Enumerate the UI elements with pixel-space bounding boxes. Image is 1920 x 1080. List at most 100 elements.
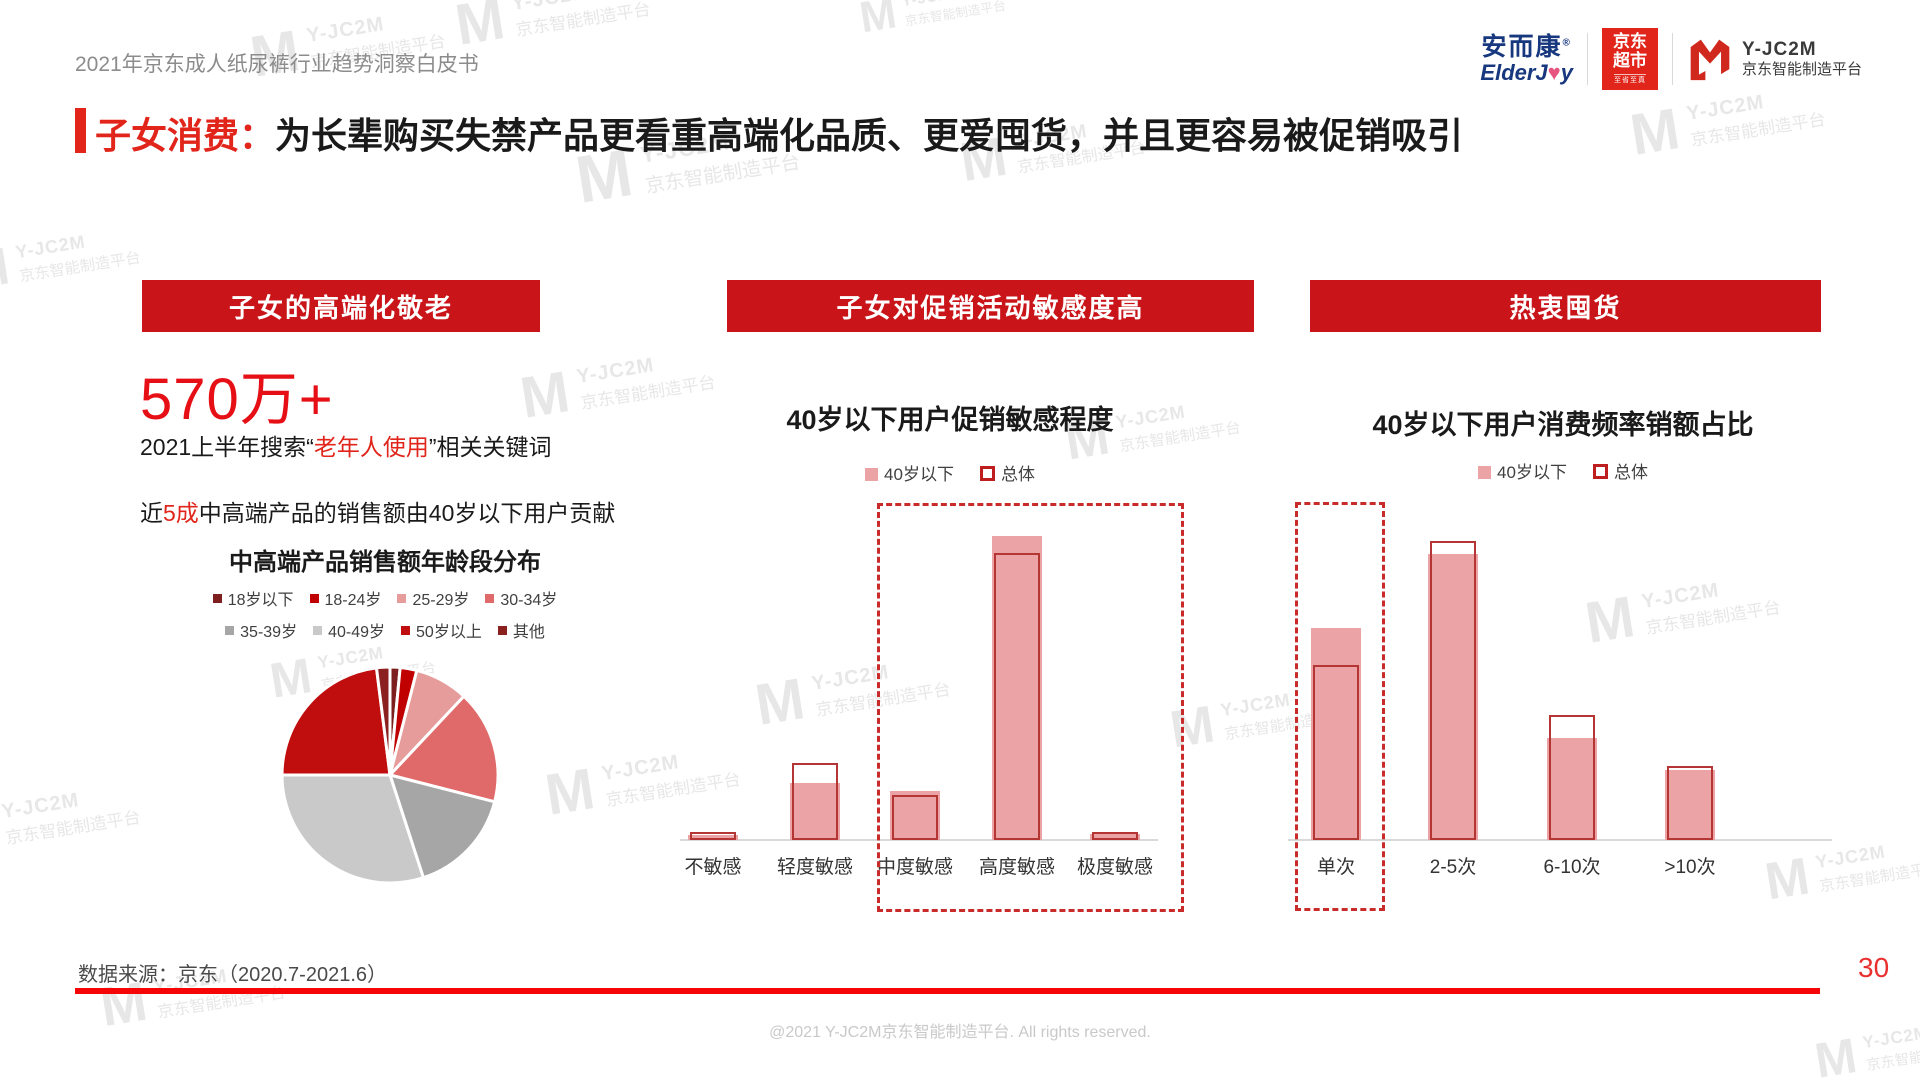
bar-40岁以下->10次 (1665, 769, 1715, 840)
jd-line2: 超市 (1612, 51, 1647, 71)
pie-legend-item: 50岁以上 (401, 618, 482, 642)
midhigh-share-line: 近5成中高端产品的销售额由40岁以下用户贡献 (140, 494, 615, 528)
right-chart-axis (1288, 839, 1832, 841)
legend-swatch (212, 593, 222, 603)
watermark: M Y-JC2M 京东智能制造平台 (1761, 830, 1920, 912)
pie-legend-item: 18岁以下 (212, 586, 294, 610)
banner-middle: 子女对促销活动敏感度高 (727, 280, 1254, 332)
page-title-label: 子女消费： (95, 115, 276, 156)
bar-40岁以下-不敏感 (688, 834, 738, 840)
watermark-line2: 京东智能制造平台 (903, 0, 1007, 29)
stat-headline: 570万+ (140, 367, 334, 432)
banner-right: 热衷囤货 (1310, 280, 1821, 332)
stat-desc-pre: 2021上半年搜索“ (140, 434, 314, 460)
line-post: 中高端产品的销售额由40岁以下用户贡献 (198, 500, 616, 526)
legend-swatch (1592, 464, 1608, 479)
stat-desc-highlight: 老年人使用 (313, 434, 429, 460)
yjc2m-mark-icon (1690, 39, 1730, 81)
watermark: M Y-JC2M 京东智能制造平台 (0, 220, 143, 302)
pie-legend: 18岁以下 18-24岁 25-29岁 30-34岁 35-39岁 40-49岁 50岁以上… (140, 586, 630, 642)
registered-mark: ® (1562, 38, 1572, 49)
legend-item-40岁以下: 40岁以下 (865, 460, 954, 485)
elderjoy-en-pre: ElderJ (1480, 59, 1548, 85)
heart-icon: ♥ (1547, 59, 1561, 85)
watermark-line2: 京东智能制造平台 (4, 807, 142, 848)
pie-slice-30-34岁 (388, 694, 500, 804)
watermark-line1: Y-JC2M (901, 0, 1004, 11)
x-label-中度敏感: 中度敏感 (876, 857, 953, 878)
line-pre: 近 (140, 500, 163, 526)
pie-legend-item: 其他 (497, 618, 545, 642)
right-chart-legend: 40岁以下 总体 (1300, 458, 1826, 483)
bar-总体-6-10次 (1549, 715, 1595, 840)
x-label-极度敏感: 极度敏感 (1076, 857, 1153, 878)
legend-item-40岁以下: 40岁以下 (1478, 458, 1567, 483)
watermark-line2: 京东智能制造平台 (514, 0, 652, 40)
bar-总体-轻度敏感 (792, 763, 838, 840)
divider (1671, 33, 1673, 85)
mid-chart-title: 40岁以下用户促销敏感程度 (786, 405, 1114, 435)
bar-group-6-10次 (1524, 500, 1620, 840)
legend-swatch (309, 593, 319, 603)
bar-group-单次 (1288, 500, 1384, 840)
legend-item-总体: 总体 (979, 460, 1035, 485)
banner-left: 子女的高端化敬老 (142, 280, 540, 332)
elderjoy-cn: 安而康 (1481, 33, 1563, 62)
watermark-mark-icon: M (0, 236, 14, 302)
x-label-单次: 单次 (1316, 857, 1355, 878)
legend-swatch (397, 593, 407, 603)
jd-supermarket-logo: 京东 超市 至省至真 (1601, 28, 1658, 90)
x-label-2-5次: 2-5次 (1429, 857, 1477, 878)
bar-40岁以下-高度敏感 (992, 536, 1042, 840)
copyright: @2021 Y-JC2M京东智能制造平台. All rights reserve… (769, 1024, 1151, 1041)
pie-legend-item: 30-34岁 (485, 586, 557, 610)
legend-swatch (401, 625, 411, 635)
document-title: 2021年京东成人纸尿裤行业趋势洞察白皮书 (75, 53, 479, 76)
bar-group-极度敏感 (1067, 500, 1163, 840)
pie-legend-item: 18-24岁 (309, 586, 381, 610)
bar-group-2-5次 (1405, 500, 1501, 840)
bar-总体-高度敏感 (994, 553, 1040, 840)
x-label-6-10次: 6-10次 (1543, 857, 1601, 878)
jd-line1: 京东 (1612, 32, 1647, 52)
footer-rule (75, 988, 1820, 994)
watermark: M Y-JC2M 京东智能制造平台 (0, 775, 143, 863)
x-label-不敏感: 不敏感 (684, 857, 742, 878)
x-label->10次: >10次 (1664, 857, 1716, 878)
page-number: 30 (1858, 952, 1890, 983)
watermark-mark-icon: M (1761, 846, 1814, 912)
stat-desc-post: ”相关关键词 (428, 434, 552, 460)
pie-legend-item: 35-39岁 (225, 618, 297, 642)
watermark-line1: Y-JC2M (305, 13, 386, 48)
bar-40岁以下-2-5次 (1428, 553, 1478, 840)
watermark-line1: Y-JC2M (0, 789, 81, 824)
legend-item-总体: 总体 (1592, 458, 1648, 483)
bar-group-不敏感 (665, 500, 761, 840)
yjc2m-name: Y-JC2M (1741, 39, 1817, 61)
watermark-line1: Y-JC2M (510, 0, 648, 16)
brand-logos: 安而康® ElderJ♥y 京东 超市 至省至真 Y-JC2M 京东智能制造平台 (1480, 28, 1862, 90)
legend-swatch (225, 625, 235, 635)
pie-slice-50岁以上 (280, 666, 392, 777)
bar-总体-不敏感 (690, 831, 736, 840)
watermark-line1: Y-JC2M (575, 354, 656, 389)
page-title: 子女消费：为长辈购买失禁产品更看重高端化品质、更爱囤货，并且更容易被促销吸引 (95, 107, 1463, 159)
pie-legend-item: 25-29岁 (397, 586, 469, 610)
line-highlight: 5成 (163, 500, 199, 526)
pie-slice-其他 (374, 665, 392, 777)
legend-swatch (485, 593, 495, 603)
x-label-轻度敏感: 轻度敏感 (776, 857, 853, 878)
watermark-mark-icon: M (516, 359, 574, 431)
bar-group-高度敏感 (969, 500, 1065, 840)
title-accent-bar (75, 108, 86, 153)
bar-总体-单次 (1313, 665, 1359, 840)
stat-description: 2021上半年搜索“老年人使用”相关关键词 (140, 428, 552, 462)
elderjoy-logo: 安而康® ElderJ♥y (1480, 34, 1573, 83)
divider (1586, 33, 1588, 85)
watermark: M Y-JC2M 京东智能制造平台 (516, 340, 718, 431)
legend-swatch (1478, 466, 1492, 479)
legend-swatch (979, 466, 995, 481)
bar-40岁以下-轻度敏感 (790, 783, 840, 840)
pie-slice-40-49岁 (280, 773, 425, 885)
data-source: 数据来源：京东（2020.7-2021.6） (78, 964, 388, 986)
